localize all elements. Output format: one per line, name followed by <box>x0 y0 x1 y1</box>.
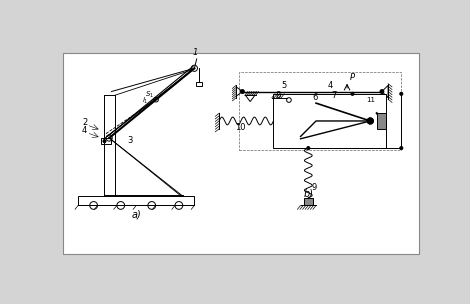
Text: 4: 4 <box>328 81 333 90</box>
Circle shape <box>103 140 106 143</box>
Circle shape <box>400 147 403 150</box>
Text: 4: 4 <box>82 126 87 135</box>
Circle shape <box>307 147 310 150</box>
Text: 5: 5 <box>281 81 286 90</box>
Text: a): a) <box>132 210 141 220</box>
Text: $S_1$: $S_1$ <box>145 90 154 100</box>
Text: 1: 1 <box>192 48 198 57</box>
Text: 2: 2 <box>82 118 87 127</box>
Text: $P$: $P$ <box>349 71 356 82</box>
Text: b): b) <box>303 188 313 198</box>
Circle shape <box>241 90 244 93</box>
Text: 6: 6 <box>312 93 318 102</box>
Bar <box>239 72 401 150</box>
Circle shape <box>380 90 384 93</box>
Bar <box>196 82 202 86</box>
Bar <box>304 198 313 206</box>
Circle shape <box>400 92 403 95</box>
Text: $l_1$: $l_1$ <box>142 96 149 106</box>
Circle shape <box>367 118 373 124</box>
Text: 11: 11 <box>367 97 376 102</box>
Bar <box>376 113 386 129</box>
Circle shape <box>351 92 354 95</box>
Bar <box>274 94 386 148</box>
Text: 10: 10 <box>235 123 245 132</box>
Text: 9: 9 <box>312 183 317 192</box>
Text: 7: 7 <box>331 91 337 100</box>
Text: 8: 8 <box>276 91 281 100</box>
Bar <box>102 138 110 144</box>
Text: 3: 3 <box>127 136 133 145</box>
Bar <box>78 196 195 206</box>
